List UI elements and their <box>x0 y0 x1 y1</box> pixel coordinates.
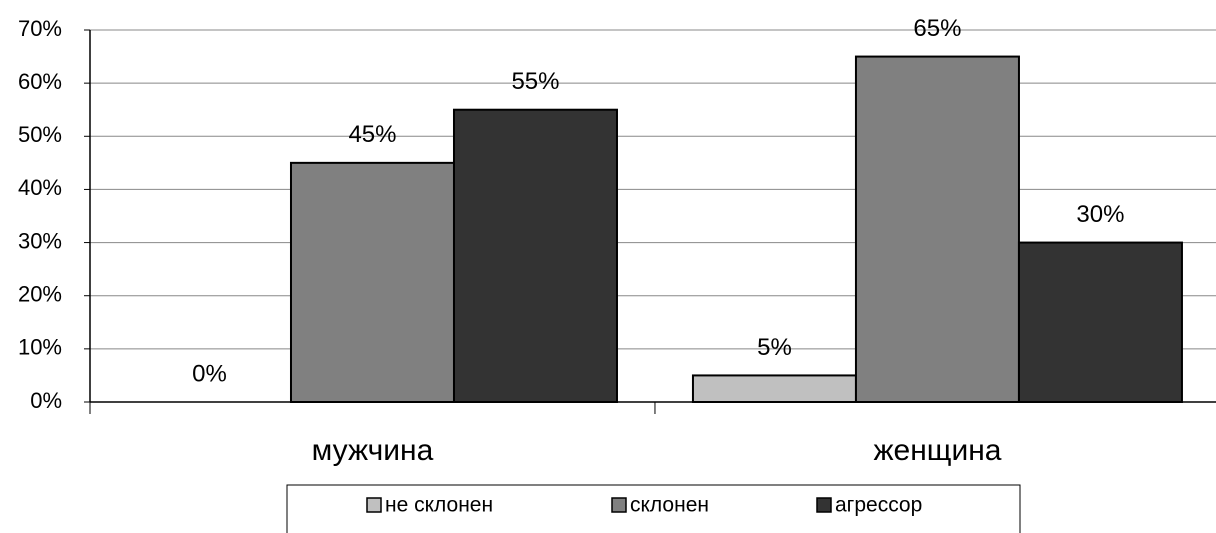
y-tick-label: 60% <box>18 69 62 94</box>
bar <box>452 108 618 403</box>
data-label: 30% <box>1076 201 1124 228</box>
y-tick-label: 50% <box>18 122 62 147</box>
y-tick-label: 0% <box>30 388 62 413</box>
data-label: 55% <box>511 68 559 95</box>
data-label: 65% <box>913 15 961 42</box>
legend-label: склонен <box>630 494 709 517</box>
bar <box>691 374 857 403</box>
legend-label: не склонен <box>385 494 493 517</box>
data-label: 45% <box>348 121 396 148</box>
bar <box>854 55 1020 403</box>
bar <box>1017 241 1183 403</box>
legend-swatch <box>816 497 832 513</box>
bar <box>289 161 455 403</box>
legend-label: агрессор <box>835 494 922 517</box>
y-tick-label: 30% <box>18 228 62 253</box>
legend-swatch <box>366 497 382 513</box>
legend-swatch <box>611 497 627 513</box>
legend-box <box>286 484 1021 533</box>
x-tick-label: мужчина <box>312 434 434 467</box>
x-tick-label: женщина <box>873 434 1001 467</box>
y-tick-label: 20% <box>18 282 62 307</box>
data-label: 5% <box>757 334 792 361</box>
y-tick-label: 10% <box>18 335 62 360</box>
y-tick-label: 70% <box>18 16 62 41</box>
y-tick-label: 40% <box>18 175 62 200</box>
data-label: 0% <box>192 360 227 387</box>
